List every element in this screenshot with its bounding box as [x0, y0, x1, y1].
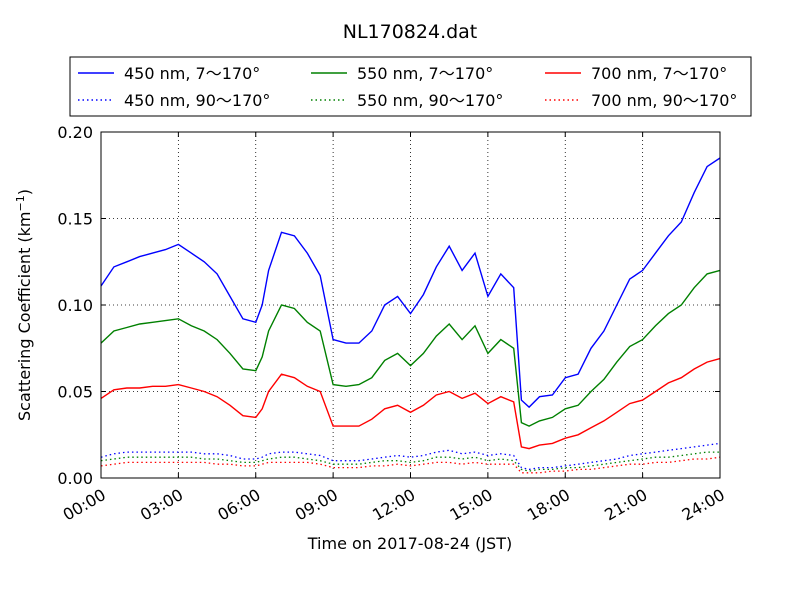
legend-box — [69, 56, 752, 117]
series-line-1 — [100, 269, 721, 427]
legend-label-5: 700 nm, 90～170° — [591, 91, 737, 110]
legend-label-4: 550 nm, 90～170° — [357, 91, 503, 110]
x-tick-label: 24:00 — [679, 485, 728, 525]
series-line-2 — [100, 357, 721, 450]
x-tick-label: 12:00 — [369, 485, 418, 525]
y-axis-label: Scattering Coefficient (km−1) — [14, 189, 34, 421]
grid — [100, 131, 721, 479]
x-axis-label: Time on 2017-08-24 (JST) — [307, 534, 512, 553]
y-axis-label-sup: −1 — [14, 195, 27, 211]
x-tick-label: 15:00 — [446, 485, 495, 525]
series-line-3 — [100, 442, 721, 471]
legend-label-1: 550 nm, 7～170° — [357, 64, 493, 83]
y-axis-label-close: ) — [15, 189, 34, 195]
y-tick-label: 0.15 — [57, 210, 93, 229]
plot-lines — [100, 157, 721, 474]
x-tick-label: 00:00 — [60, 485, 109, 525]
legend-label-0: 450 nm, 7～170° — [124, 64, 260, 83]
legend: 450 nm, 7～170° 450 nm, 90～170° 550 nm, 7～1… — [69, 56, 752, 117]
series-line-4 — [100, 451, 720, 472]
x-tick-label: 06:00 — [214, 485, 263, 525]
chart-title: NL170824.dat — [343, 21, 478, 43]
series-line-0 — [100, 157, 721, 409]
legend-label-2: 700 nm, 7～170° — [591, 64, 727, 83]
y-tick-label: 0.20 — [57, 123, 93, 142]
x-tick-label: 18:00 — [524, 485, 573, 525]
y-tick-label: 0.10 — [57, 296, 93, 315]
legend-label-3: 450 nm, 90～170° — [124, 91, 270, 110]
x-tick-label: 03:00 — [137, 485, 186, 525]
y-axis-label-main: Scattering Coefficient (km — [15, 211, 34, 421]
y-tick-label: 0.05 — [57, 383, 93, 402]
x-tick-label: 09:00 — [292, 485, 341, 525]
y-tick-label: 0.00 — [57, 469, 93, 488]
x-tick-label: 21:00 — [601, 485, 650, 525]
series-line-5 — [100, 456, 721, 474]
